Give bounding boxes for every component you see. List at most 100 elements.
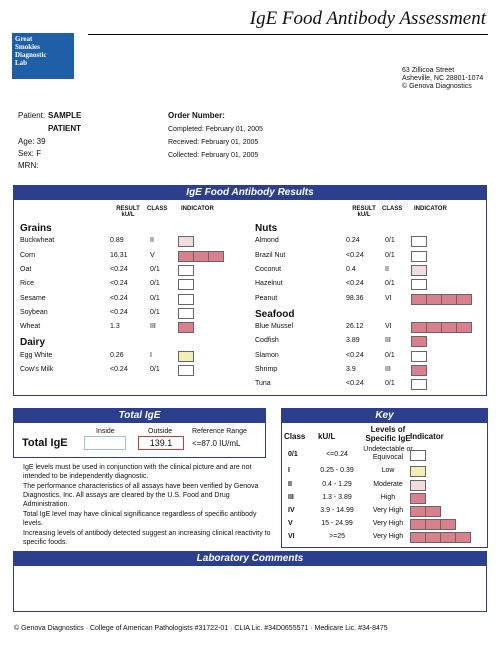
- food-result: 0.89: [110, 237, 124, 245]
- food-result: 0.4: [346, 265, 356, 273]
- key-header: Class: [284, 432, 306, 441]
- mrn: MRN:: [18, 161, 39, 170]
- indicator: [441, 293, 457, 305]
- key-class: IV: [288, 507, 295, 514]
- food-result: 1.3: [110, 323, 120, 331]
- indicator: [425, 519, 441, 530]
- food-result: 16.31: [110, 251, 128, 259]
- indicator: [455, 532, 471, 543]
- key-class: 0/1: [288, 451, 298, 458]
- reference: <=87.0 IU/mL: [192, 439, 241, 448]
- indicator: [410, 466, 426, 477]
- result-header: RESULT kU/L: [352, 206, 376, 218]
- key-class: I: [288, 467, 290, 474]
- rule: [88, 34, 488, 35]
- food-result: 3.89: [346, 337, 360, 345]
- key-range: 0.4 - 1.29: [322, 481, 352, 488]
- food-class: V: [150, 251, 155, 259]
- patient-name: SAMPLE: [48, 111, 82, 120]
- patient-name: PATIENT: [48, 124, 82, 133]
- key-class: III: [288, 494, 294, 501]
- food-result: <0.24: [346, 351, 364, 359]
- food-name: Oat: [20, 265, 32, 273]
- food-name: Slamon: [255, 351, 279, 359]
- food-name: Coconut: [255, 265, 282, 273]
- food-result: 98.36: [346, 294, 364, 302]
- results-title: IgE Food Antibody Results: [14, 186, 486, 200]
- food-result: 3.9: [346, 366, 356, 373]
- food-class: II: [150, 237, 154, 245]
- food-class: 0/1: [150, 265, 160, 273]
- indicator: [410, 532, 426, 543]
- food-result: <0.24: [110, 265, 128, 273]
- order-date: Completed: February 01, 2005: [168, 126, 263, 133]
- indicator: [410, 519, 426, 530]
- logo-text: Smokies: [15, 43, 40, 51]
- indicator-header: INDICATOR: [414, 206, 447, 212]
- food-name: Tuna: [255, 380, 271, 388]
- indicator: [411, 264, 427, 276]
- total-value: 139.1: [138, 436, 184, 450]
- outside-label: Outside: [148, 428, 173, 435]
- food-name: Brazil Nut: [255, 251, 286, 259]
- comments-title: Laboratory Comments: [14, 552, 486, 566]
- indicator: [178, 307, 194, 319]
- key-range: >=25: [329, 533, 345, 540]
- indicator-header: INDICATOR: [181, 206, 214, 212]
- food-name: Cow's Milk: [20, 366, 54, 373]
- food-result: 26.12: [346, 323, 364, 331]
- logo-text: Great: [15, 35, 33, 43]
- food-name: Egg White: [20, 351, 53, 359]
- indicator: [456, 322, 472, 334]
- food-result: <0.24: [110, 280, 128, 288]
- key-class: II: [288, 481, 292, 488]
- key-box: [281, 408, 488, 548]
- food-class: 0/1: [150, 308, 160, 316]
- indicator: [411, 279, 427, 291]
- key-level: Very High: [372, 520, 404, 527]
- key-level: Moderate: [373, 481, 403, 488]
- food-name: Sesame: [20, 294, 46, 302]
- key-header: kU/L: [318, 432, 336, 441]
- total-label: Total IgE: [22, 437, 68, 449]
- food-class: 0/1: [385, 237, 395, 245]
- class-header: CLASS: [382, 206, 403, 212]
- food-name: Wheat: [20, 323, 41, 331]
- total-title: Total IgE: [14, 409, 265, 423]
- indicator: [411, 322, 427, 334]
- food-result: <0.24: [346, 280, 364, 288]
- food-class: I: [150, 351, 152, 359]
- key-level: Low: [381, 467, 395, 474]
- key-range: 1.3 - 3.89: [322, 494, 352, 501]
- indicator: [410, 506, 426, 517]
- food-name: Corn: [20, 251, 36, 259]
- logo-text: Diagnostic: [15, 51, 47, 59]
- indicator: [411, 336, 427, 348]
- indicator: [411, 236, 427, 248]
- food-class: 0/1: [150, 294, 160, 302]
- indicator: [411, 250, 427, 262]
- note: Increasing levels of antibody detected s…: [23, 530, 271, 546]
- sex: Sex: F: [18, 149, 42, 158]
- indicator: [425, 532, 441, 543]
- food-class: 0/1: [150, 366, 160, 373]
- food-name: Soybean: [20, 308, 48, 316]
- food-result: <0.24: [110, 366, 128, 373]
- food-class: VI: [385, 323, 392, 331]
- key-class: VI: [288, 533, 295, 540]
- food-class: 0/1: [385, 380, 395, 388]
- indicator: [178, 350, 194, 362]
- address: © Genova Diagnostics: [402, 83, 472, 90]
- food-name: Rice: [20, 280, 35, 288]
- food-class: III: [385, 337, 391, 345]
- indicator: [411, 365, 427, 376]
- food-name: Shrimp: [255, 366, 278, 373]
- group-name: Nuts: [255, 223, 278, 234]
- indicator: [456, 293, 472, 305]
- class-header: CLASS: [147, 206, 168, 212]
- food-class: III: [385, 366, 391, 373]
- note: IgE levels must be used in conjunction w…: [23, 464, 252, 480]
- group-name: Grains: [20, 223, 52, 234]
- reference-label: Reference Range: [192, 428, 247, 435]
- inside-label: Inside: [96, 428, 115, 435]
